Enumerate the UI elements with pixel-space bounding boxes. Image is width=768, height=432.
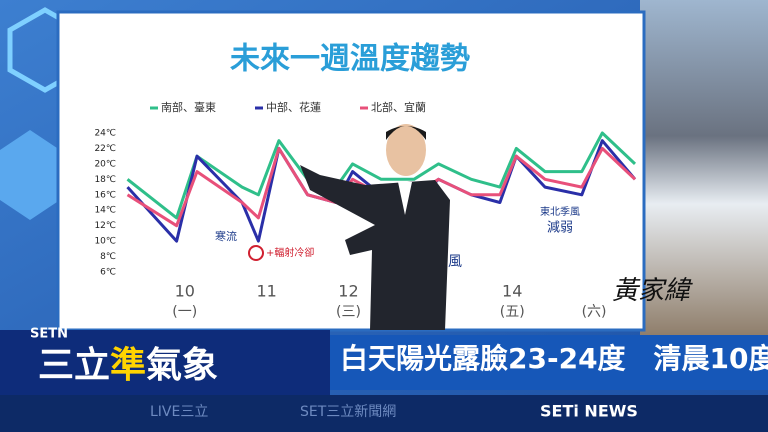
temperature-line [126,131,637,220]
y-tick-label: 10℃ [94,237,116,247]
warning-icon [248,245,264,261]
program-name: 三立準氣象 [38,345,218,386]
legend-label: 南部、臺東 [161,100,216,114]
legend-label: 北部、宜蘭 [371,100,426,114]
footer-item: SETi NEWS [540,402,638,421]
y-tick-label: 24℃ [94,129,116,139]
y-tick-label: 14℃ [94,206,116,216]
x-tick-label: 11 [256,282,276,301]
hex-decor [0,130,60,220]
snow-photo [640,0,768,340]
y-tick-label: 8℃ [100,252,116,262]
anchor-title: 氣象主播 [555,284,599,298]
program-box [0,330,330,395]
annotation: 寒流 [215,229,237,243]
source: 資料來源：氣象署 [540,317,612,329]
y-tick-label: 12℃ [94,221,116,231]
annotation: 減弱 [547,220,573,236]
footer-bar [0,395,768,432]
x-weekday-label: (六) [582,304,607,320]
annotation: +輻射冷卻 [266,246,314,259]
y-tick-label: 18℃ [94,175,116,185]
x-weekday-label: (一) [172,304,197,320]
x-tick-label: 12 [338,282,358,301]
footer-item: SET三立新聞網 [300,404,396,420]
anchor-signature: 黃家緯 [612,276,693,306]
x-weekday-label: (三) [336,304,361,320]
y-tick-label: 16℃ [94,190,116,200]
y-tick-label: 20℃ [94,159,116,169]
chart-title: 未來一週溫度趨勢 [230,42,470,77]
x-tick-label: 10 [175,282,195,301]
headline: 白天陽光露臉23-24度 清晨10度左右 [340,342,768,375]
y-tick-label: 22℃ [94,144,116,154]
footer-item: LIVE三立 [150,404,208,420]
annotation: 東北季風 [540,205,580,218]
legend-label: 中部、花蓮 [266,100,321,114]
y-tick-label: 6℃ [100,268,116,278]
presenter [300,124,450,330]
x-weekday-label: (五) [500,304,525,320]
x-tick-label: 14 [502,282,522,301]
brand: SETN [30,327,68,342]
